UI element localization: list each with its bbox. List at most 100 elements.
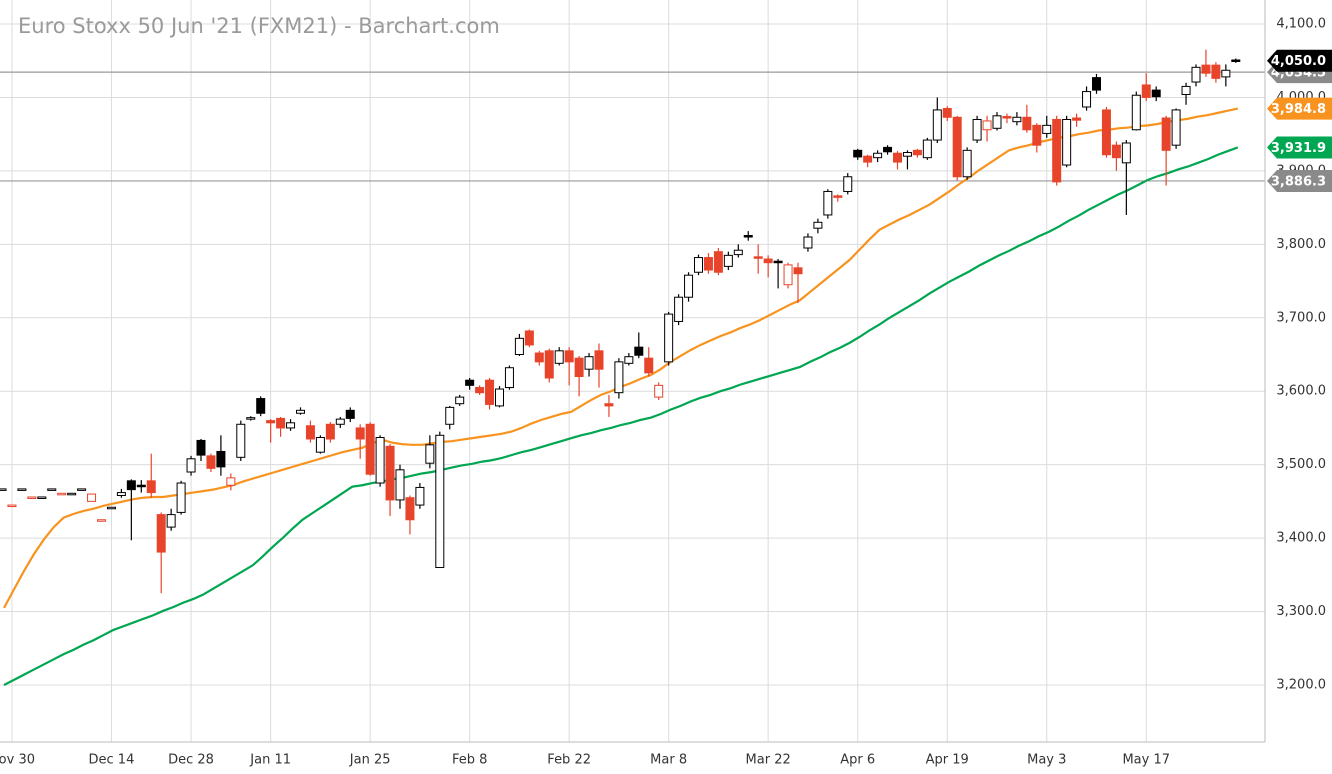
candle-body: [315, 436, 325, 453]
candle-body: [584, 356, 594, 370]
candle-body: [1012, 116, 1022, 123]
candle-body: [296, 409, 305, 414]
candle-body: [713, 251, 723, 273]
candle-body: [1101, 109, 1111, 156]
candle-body: [942, 107, 952, 118]
candle-body: [345, 409, 355, 419]
candle-body: [743, 235, 753, 238]
candle-body: [236, 423, 246, 458]
candle-body: [1092, 77, 1101, 91]
candle-body: [1082, 91, 1092, 108]
y-tick-label: 3,300.0: [1276, 604, 1326, 619]
candle-body: [733, 249, 743, 256]
x-tick-label: May 3: [1027, 753, 1066, 768]
candle-body: [27, 496, 37, 499]
y-tick-label: 3,400.0: [1276, 531, 1326, 546]
candle-body: [614, 361, 624, 394]
candle-body: [634, 346, 644, 356]
price-badge-label: 3,984.8: [1271, 102, 1326, 117]
candle-body: [1151, 89, 1161, 98]
candle-body: [365, 423, 375, 475]
x-tick-label: Mar 22: [746, 753, 791, 768]
candle-body: [674, 296, 684, 322]
candle-body: [256, 398, 266, 414]
candle-body: [863, 155, 873, 163]
candle-body: [47, 488, 57, 491]
candle-body: [803, 236, 813, 249]
x-tick-label: Jan 11: [249, 753, 291, 768]
candle-body: [7, 504, 17, 508]
candle-body: [1042, 124, 1052, 134]
candle-body: [1121, 142, 1131, 164]
candle-body: [0, 488, 7, 491]
plot: [0, 49, 1241, 686]
y-tick-label: 3,200.0: [1276, 678, 1326, 693]
candle-body: [912, 149, 922, 156]
candle-body: [335, 418, 345, 425]
candle-body: [654, 384, 664, 398]
candle-body: [216, 450, 226, 468]
price-badge: [1267, 136, 1332, 159]
candle-body: [972, 118, 982, 141]
price-badge-label: 3,931.9: [1271, 141, 1326, 156]
candle-body: [1181, 85, 1191, 96]
candle-body: [544, 350, 554, 379]
candle-body: [77, 488, 87, 491]
candle-body: [1161, 117, 1171, 151]
candle-body: [1052, 118, 1062, 183]
candle-body: [106, 506, 116, 510]
candle-body: [136, 484, 146, 488]
candle-body: [266, 420, 276, 424]
candle-body: [1062, 118, 1072, 166]
candle-body: [753, 256, 763, 259]
candle-body: [395, 469, 405, 501]
y-tick-label: 3,500.0: [1276, 457, 1326, 472]
candle-body: [703, 257, 713, 271]
moving-average-line: [3, 146, 1239, 686]
candle-body: [87, 493, 97, 502]
candle-body: [524, 330, 534, 346]
x-tick-label: Mar 8: [650, 753, 687, 768]
candle-body: [206, 455, 216, 469]
candle-body: [783, 264, 793, 286]
candle-body: [514, 337, 524, 356]
candle-body: [435, 434, 445, 568]
candle-body: [1022, 116, 1032, 131]
candle-body: [186, 458, 196, 473]
candle-body: [962, 149, 972, 178]
candle-body: [126, 480, 136, 491]
x-tick-label: Apr 19: [926, 753, 969, 768]
candle-body: [485, 379, 495, 405]
candle-body: [276, 417, 286, 429]
candle-body: [813, 221, 823, 229]
x-tick-label: Feb 22: [547, 753, 591, 768]
x-tick-label: Feb 8: [452, 753, 487, 768]
candle-body: [375, 436, 385, 484]
x-tick-label: May 17: [1122, 753, 1170, 768]
price-badge: [1267, 97, 1332, 120]
candle-body: [723, 254, 733, 267]
candle-body: [1201, 64, 1211, 74]
candle-body: [1141, 84, 1151, 98]
candle-body: [922, 139, 932, 159]
candle-body: [1211, 64, 1221, 79]
candle-body: [57, 492, 67, 496]
candle-body: [1111, 144, 1121, 159]
candle-body: [664, 313, 674, 363]
candle-body: [694, 257, 703, 273]
candle-body: [554, 350, 564, 364]
candle-body: [1231, 59, 1241, 62]
candle-body: [17, 488, 27, 491]
candle-body: [853, 149, 863, 158]
candle-body: [355, 427, 365, 440]
candle-body: [415, 486, 425, 506]
x-tick-label: Dec 28: [168, 753, 214, 768]
candle-body: [982, 120, 992, 131]
price-badge: [1267, 49, 1332, 72]
x-tick-label: Jan 25: [349, 753, 391, 768]
candle-body: [504, 367, 514, 389]
candle-body: [763, 258, 773, 264]
candle-body: [564, 350, 574, 363]
candle-body: [883, 146, 893, 153]
